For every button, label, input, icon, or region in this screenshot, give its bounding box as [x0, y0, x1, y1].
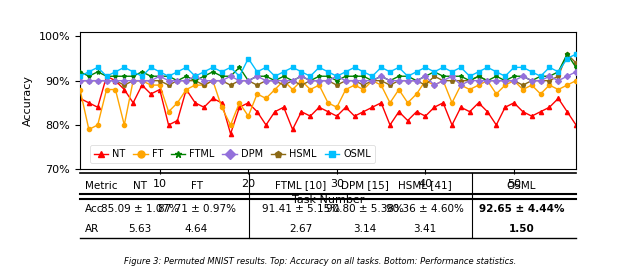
Text: 4.64: 4.64: [185, 224, 208, 234]
Text: 3.41: 3.41: [413, 224, 436, 234]
Text: 91.41 ± 5.15%: 91.41 ± 5.15%: [262, 204, 340, 214]
Text: OSML: OSML: [507, 181, 536, 190]
Legend: NT, FT, FTML, DPM, HSML, OSML: NT, FT, FTML, DPM, HSML, OSML: [90, 145, 374, 163]
Text: 1.50: 1.50: [509, 224, 534, 234]
Text: 85.09 ± 1.07%: 85.09 ± 1.07%: [100, 204, 179, 214]
Text: Acc.: Acc.: [85, 204, 107, 214]
Text: 5.63: 5.63: [128, 224, 151, 234]
Text: 90.36 ± 4.60%: 90.36 ± 4.60%: [386, 204, 463, 214]
Text: Figure 3: Permuted MNIST results. Top: Accuracy on all tasks. Bottom: Performanc: Figure 3: Permuted MNIST results. Top: A…: [124, 257, 516, 266]
Text: 87.71 ± 0.97%: 87.71 ± 0.97%: [157, 204, 236, 214]
Text: FT: FT: [191, 181, 202, 190]
Y-axis label: Accuracy: Accuracy: [23, 75, 33, 126]
Text: 2.67: 2.67: [289, 224, 312, 234]
Text: DPM [15]: DPM [15]: [341, 181, 389, 190]
Text: FTML [10]: FTML [10]: [275, 181, 326, 190]
X-axis label: Task Number: Task Number: [292, 194, 364, 205]
Text: Metric: Metric: [85, 181, 118, 190]
Text: 90.80 ± 5.38%: 90.80 ± 5.38%: [326, 204, 404, 214]
Text: HSML [41]: HSML [41]: [398, 181, 452, 190]
Text: NT: NT: [132, 181, 147, 190]
Text: 3.14: 3.14: [353, 224, 377, 234]
Text: AR: AR: [85, 224, 99, 234]
Text: 92.65 ± 4.44%: 92.65 ± 4.44%: [479, 204, 564, 214]
